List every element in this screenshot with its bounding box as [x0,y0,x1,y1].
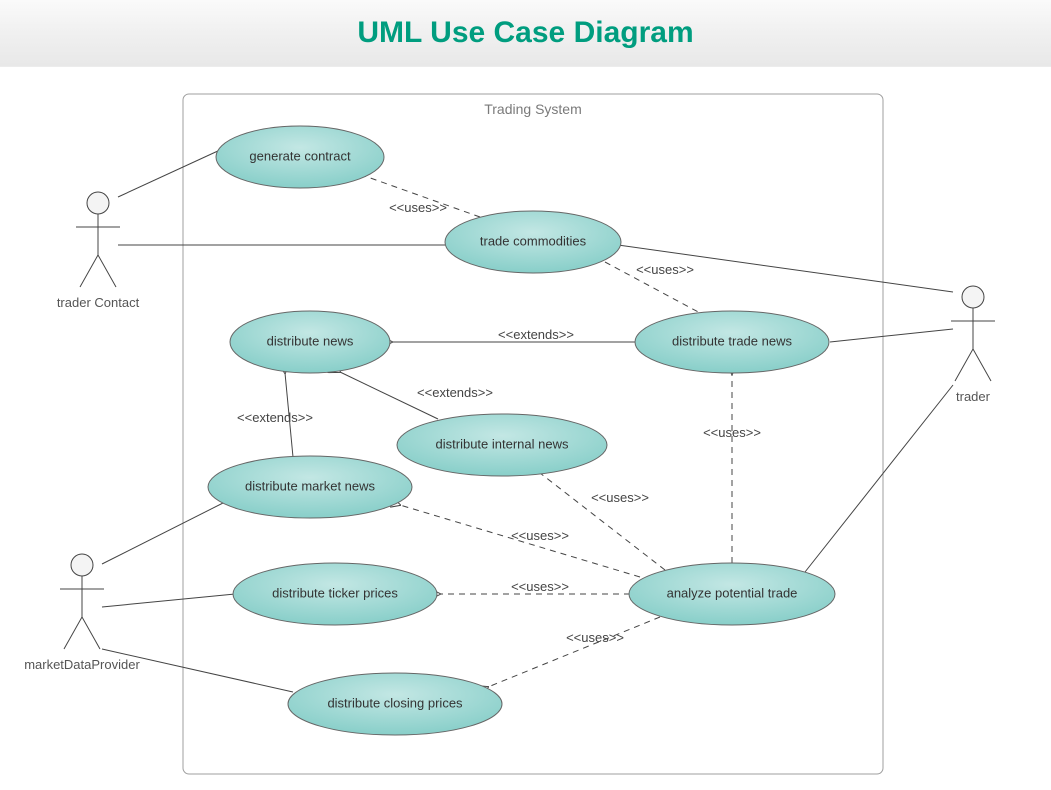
edge-label-11: <<extends>> [417,385,493,400]
system-boundary-label: Trading System [484,101,582,117]
usecase-label-distribute_closing_prices: distribute closing prices [327,695,463,710]
edge-label-13: <<uses>> [703,425,761,440]
diagram-svg: Trading System <<uses>> <<uses>> <<extends>… [0,67,1051,790]
edge-label-9: <<uses>> [636,262,694,277]
edge-label-10: <<extends>> [498,327,574,342]
actor-label-market_data_provider: marketDataProvider [24,657,140,672]
actor-label-trader_contact: trader Contact [57,295,140,310]
usecase-label-distribute_news: distribute news [267,333,354,348]
edge-label-12: <<extends>> [237,410,313,425]
edge-label-17: <<uses>> [566,630,624,645]
actor-trader: trader [951,286,995,404]
edge-label-15: <<uses>> [511,528,569,543]
usecase-label-distribute_trade_news: distribute trade news [672,333,792,348]
actor-label-trader: trader [956,389,991,404]
usecase-label-trade_commodities: trade commodities [480,233,587,248]
usecase-label-distribute_market_news: distribute market news [245,478,376,493]
diagram-canvas: Trading System <<uses>> <<uses>> <<extends>… [0,67,1051,790]
page-title: UML Use Case Diagram [357,16,693,50]
usecase-label-distribute_ticker_prices: distribute ticker prices [272,585,398,600]
edge-label-16: <<uses>> [511,579,569,594]
usecase-label-distribute_internal_news: distribute internal news [436,436,569,451]
title-bar: UML Use Case Diagram [0,0,1051,67]
edge-label-8: <<uses>> [389,200,447,215]
usecase-label-generate_contract: generate contract [249,148,351,163]
actor-trader_contact: trader Contact [57,192,140,310]
actor-market_data_provider: marketDataProvider [24,554,140,672]
usecase-label-analyze_potential_trade: analyze potential trade [667,585,798,600]
edge-label-14: <<uses>> [591,490,649,505]
